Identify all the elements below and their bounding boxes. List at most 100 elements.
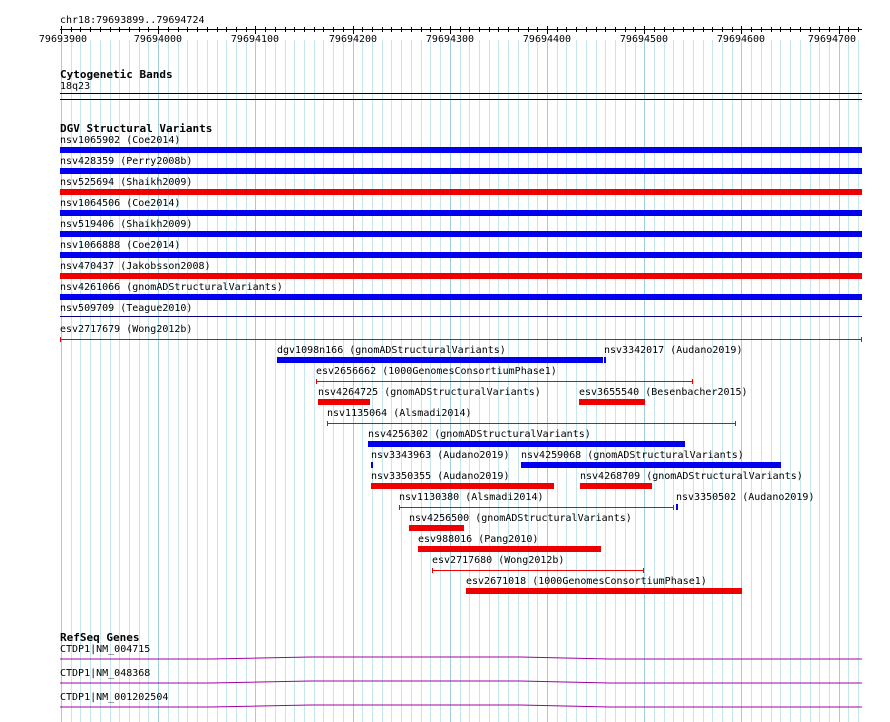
gene-label[interactable]: CTDP1|NM_001202504 — [60, 692, 169, 703]
variant-bar[interactable] — [604, 357, 606, 363]
variant-label[interactable]: nsv519406 (Shaikh2009) — [60, 219, 193, 230]
variant-label[interactable]: nsv470437 (Jakobsson2008) — [60, 261, 211, 272]
variant-label[interactable]: nsv4256500 (gnomADStructuralVariants) — [409, 513, 632, 524]
variant-bar[interactable] — [371, 483, 554, 489]
variant-label[interactable]: nsv1135064 (Alsmadi2014) — [327, 408, 472, 419]
ruler-minor-tick — [537, 27, 538, 32]
grid-line — [148, 40, 149, 722]
grid-line — [80, 40, 81, 722]
ruler-minor-tick — [246, 27, 247, 32]
ruler-minor-tick — [722, 27, 723, 32]
variant-bar[interactable] — [60, 189, 862, 195]
variant-bar[interactable] — [60, 168, 862, 174]
variant-label[interactable]: esv2671018 (1000GenomesConsortiumPhase1) — [466, 576, 707, 587]
variant-label[interactable]: esv2656662 (1000GenomesConsortiumPhase1) — [316, 366, 557, 377]
ruler-coordinate-label: 79694000 — [133, 34, 183, 45]
grid-line — [732, 40, 733, 722]
grid-line — [790, 40, 791, 722]
ruler-minor-tick — [197, 27, 198, 32]
variant-label[interactable]: esv2717679 (Wong2012b) — [60, 324, 193, 335]
variant-bar[interactable] — [277, 357, 603, 363]
ruler-minor-tick — [314, 27, 315, 32]
variant-label[interactable]: dgv1098n166 (gnomADStructuralVariants) — [277, 345, 506, 356]
variant-label[interactable]: nsv1064506 (Coe2014) — [60, 198, 181, 209]
variant-label[interactable]: nsv4261066 (gnomADStructuralVariants) — [60, 282, 283, 293]
variant-bar[interactable] — [318, 399, 370, 405]
variant-label[interactable]: nsv4256302 (gnomADStructuralVariants) — [368, 429, 591, 440]
ruler-coordinate-label: 79694300 — [425, 34, 475, 45]
gene-intron-line — [60, 656, 862, 660]
variant-label[interactable]: nsv1066888 (Coe2014) — [60, 240, 181, 251]
grid-line — [751, 40, 752, 722]
ruler-minor-tick — [489, 27, 490, 32]
variant-label[interactable]: nsv1065902 (Coe2014) — [60, 135, 181, 146]
variant-label[interactable]: nsv3343963 (Audano2019) — [371, 450, 510, 461]
ruler-minor-tick — [557, 27, 558, 32]
variant-bar[interactable] — [60, 147, 862, 153]
variant-label[interactable]: esv3655540 (Besenbacher2015) — [579, 387, 748, 398]
grid-line — [800, 40, 801, 722]
ruler-minor-tick — [703, 27, 704, 32]
variant-endcap — [316, 379, 317, 384]
ruler-minor-tick — [421, 27, 422, 32]
variant-line[interactable] — [60, 316, 862, 317]
variant-label[interactable]: nsv3350355 (Audano2019) — [371, 471, 510, 482]
variant-label[interactable]: nsv1130380 (Alsmadi2014) — [399, 492, 544, 503]
ruler-minor-tick — [518, 27, 519, 32]
cytoband-track-title: Cytogenetic Bands — [60, 68, 173, 81]
ruler-minor-tick — [576, 27, 577, 32]
variant-label[interactable]: nsv3350502 (Audano2019) — [676, 492, 815, 503]
variant-bar[interactable] — [60, 210, 862, 216]
variant-bar[interactable] — [580, 483, 652, 489]
variant-bar[interactable] — [60, 294, 862, 300]
variant-bar[interactable] — [418, 546, 601, 552]
variant-label[interactable]: nsv4259068 (gnomADStructuralVariants) — [521, 450, 744, 461]
variant-label[interactable]: nsv428359 (Perry2008b) — [60, 156, 193, 167]
cytoband-label[interactable]: 18q23 — [60, 81, 91, 92]
ruler-coordinate-label: 79694500 — [619, 34, 669, 45]
variant-endcap — [861, 337, 862, 342]
variant-label[interactable]: nsv3342017 (Audano2019) — [604, 345, 743, 356]
variant-bar[interactable] — [60, 273, 862, 279]
variant-line[interactable] — [316, 381, 693, 382]
gene-label[interactable]: CTDP1|NM_004715 — [60, 644, 151, 655]
gene-label[interactable]: CTDP1|NM_048368 — [60, 668, 151, 679]
variant-label[interactable]: esv2717680 (Wong2012b) — [432, 555, 565, 566]
grid-line — [168, 40, 169, 722]
variant-label[interactable]: nsv4264725 (gnomADStructuralVariants) — [318, 387, 541, 398]
ruler-minor-tick — [343, 27, 344, 32]
variant-bar[interactable] — [676, 504, 678, 510]
ruler-minor-tick — [810, 27, 811, 32]
variant-label[interactable]: nsv525694 (Shaikh2009) — [60, 177, 193, 188]
ruler-minor-tick — [178, 27, 179, 32]
variant-bar[interactable] — [60, 231, 862, 237]
variant-label[interactable]: esv988016 (Pang2010) — [418, 534, 539, 545]
ruler-minor-tick — [635, 27, 636, 32]
variant-line[interactable] — [327, 423, 735, 424]
variant-bar[interactable] — [579, 399, 645, 405]
variant-line[interactable] — [432, 570, 644, 571]
grid-line — [100, 40, 101, 722]
variant-line[interactable] — [60, 339, 862, 340]
variant-bar[interactable] — [60, 252, 862, 258]
grid-line — [839, 40, 840, 722]
variant-bar[interactable] — [371, 462, 373, 468]
variant-line[interactable] — [399, 507, 674, 508]
ruler-axis-line — [60, 29, 862, 30]
ruler-major-tick — [255, 26, 256, 34]
variant-label[interactable]: nsv4268709 (gnomADStructuralVariants) — [580, 471, 803, 482]
variant-bar[interactable] — [409, 525, 464, 531]
ruler-minor-tick — [586, 27, 587, 32]
variant-bar[interactable] — [466, 588, 742, 594]
variant-bar[interactable] — [521, 462, 781, 468]
variant-bar[interactable] — [368, 441, 685, 447]
variant-label[interactable]: nsv509709 (Teague2010) — [60, 303, 193, 314]
ruler-minor-tick — [693, 27, 694, 32]
ruler-coordinate-label: 79693900 — [38, 34, 88, 45]
grid-line — [178, 40, 179, 722]
dgv-track-title: DGV Structural Variants — [60, 122, 213, 135]
